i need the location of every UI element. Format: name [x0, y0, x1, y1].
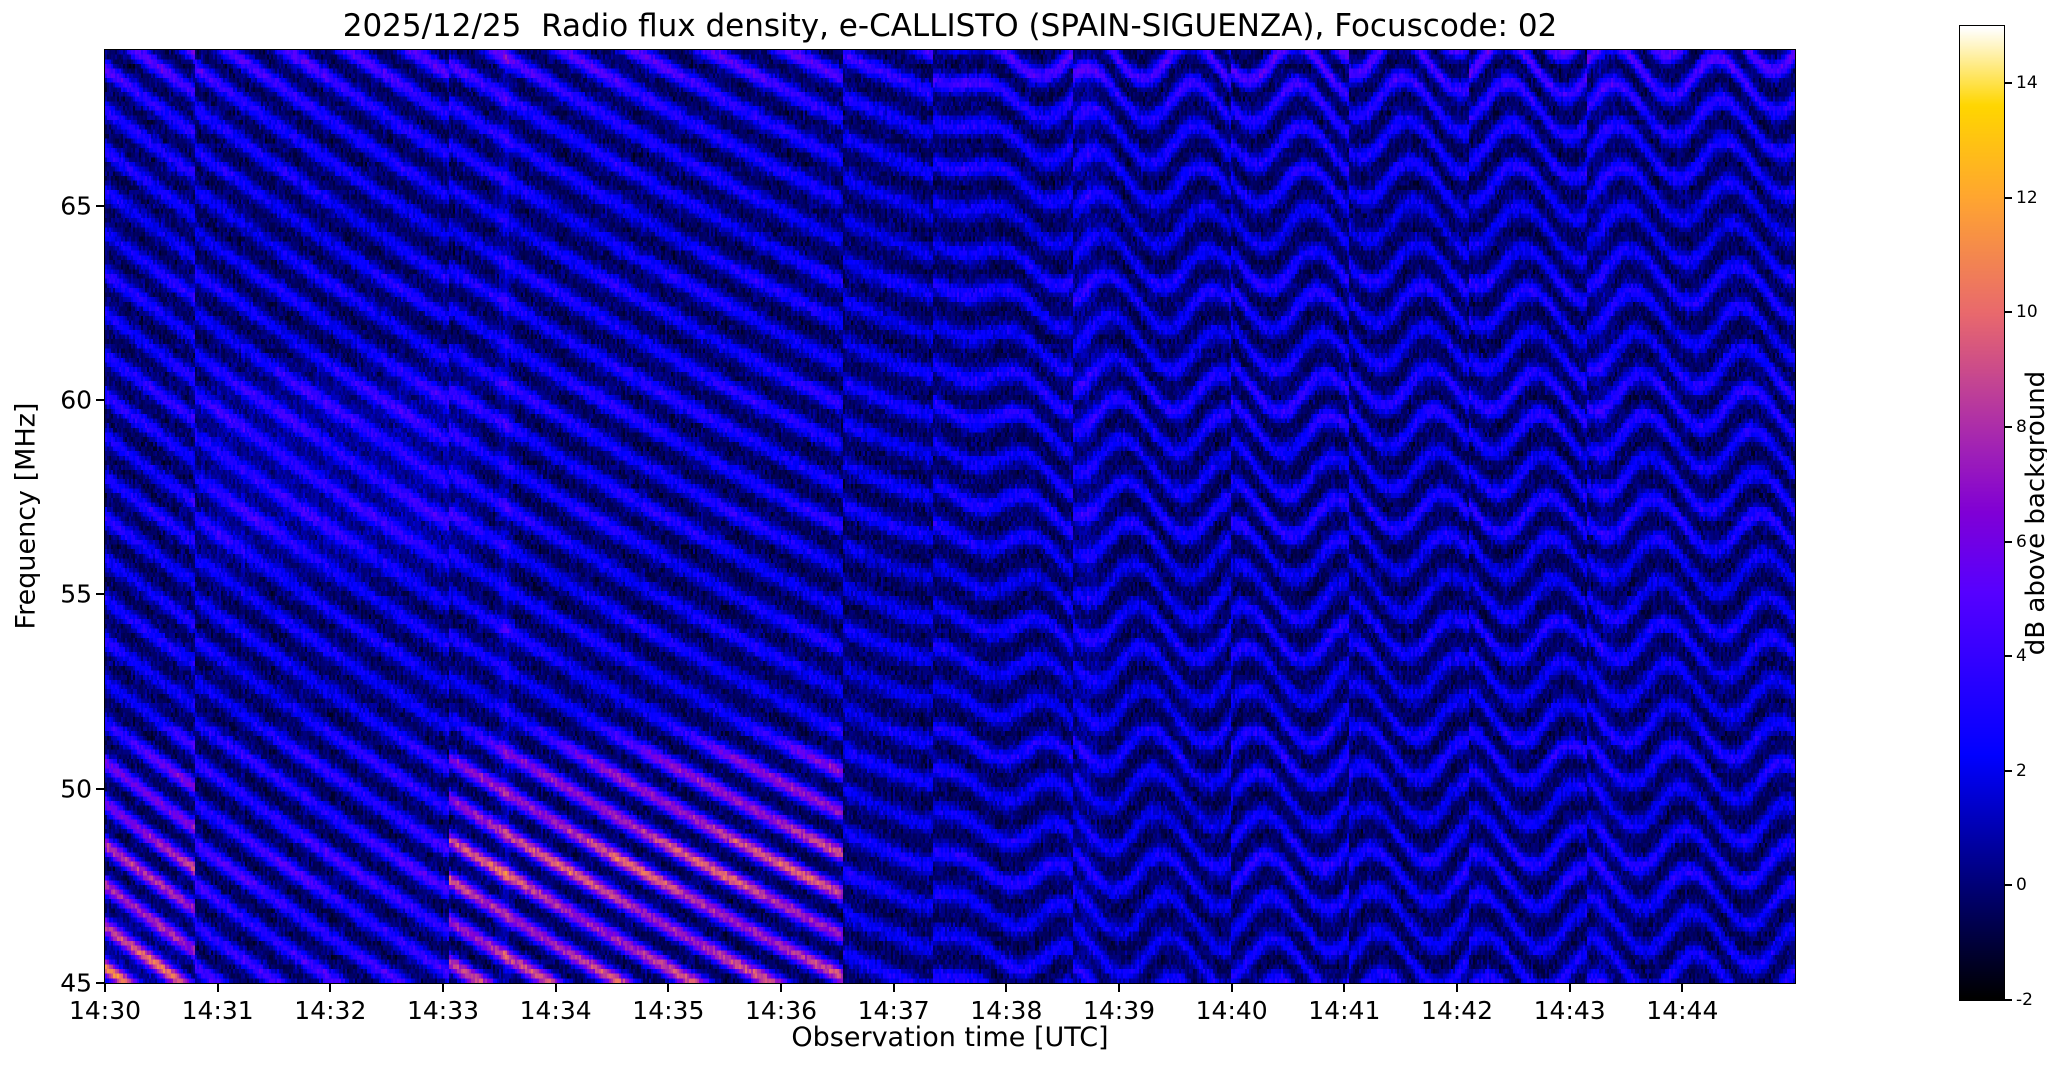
- x-tick-mark: [1681, 983, 1684, 992]
- x-axis-label: Observation time [UTC]: [791, 1022, 1109, 1053]
- x-tick-label: 14:37: [857, 996, 930, 1025]
- x-tick-label: 14:35: [632, 996, 705, 1025]
- colorbar-tick-label: -2: [2016, 990, 2033, 1010]
- y-tick-label: 65: [60, 191, 92, 220]
- x-tick-mark: [216, 983, 219, 992]
- x-tick-label: 14:43: [1533, 996, 1606, 1025]
- x-tick-mark: [442, 983, 444, 992]
- y-tick-mark: [96, 982, 105, 984]
- colorbar-tick-label: 10: [2016, 302, 2038, 323]
- y-tick-label: 55: [60, 579, 92, 609]
- colorbar-tick-mark: [2004, 311, 2012, 314]
- y-tick-mark: [96, 398, 105, 401]
- y-axis-label: Frequency [MHz]: [10, 402, 42, 630]
- colorbar: [1959, 25, 2005, 1001]
- x-tick-mark: [1118, 983, 1120, 992]
- y-tick-label: 50: [60, 774, 92, 804]
- colorbar-tick-label: 0: [2016, 875, 2027, 896]
- x-tick-mark: [1230, 983, 1233, 992]
- y-tick-mark: [96, 204, 105, 207]
- colorbar-tick-label: 6: [2016, 531, 2027, 552]
- x-tick-mark: [329, 983, 332, 992]
- x-tick-label: 14:36: [744, 996, 818, 1025]
- y-tick-mark: [96, 787, 105, 790]
- x-tick-mark: [1456, 983, 1458, 992]
- x-tick-mark: [1005, 983, 1008, 992]
- colorbar-tick-label: 8: [2016, 417, 2027, 438]
- x-tick-label: 14:44: [1646, 996, 1719, 1025]
- x-tick-mark: [1343, 983, 1346, 992]
- x-tick-label: 14:32: [294, 996, 367, 1025]
- y-tick-label: 60: [60, 385, 92, 415]
- x-tick-mark: [554, 983, 557, 992]
- x-tick-label: 14:40: [1195, 996, 1268, 1025]
- colorbar-tick-label: 2: [2016, 760, 2027, 781]
- chart-title: 2025/12/25 Radio flux density, e-CALLIST…: [342, 8, 1558, 44]
- colorbar-tick-mark: [2004, 655, 2012, 658]
- colorbar-tick-label: 14: [2016, 73, 2038, 94]
- x-tick-mark: [104, 983, 106, 992]
- colorbar-tick-mark: [2004, 426, 2012, 429]
- colorbar-tick-mark: [2004, 196, 2012, 199]
- colorbar-tick-mark: [2004, 884, 2012, 887]
- y-tick-label: 45: [60, 968, 92, 998]
- x-tick-label: 14:38: [970, 996, 1043, 1025]
- x-tick-label: 14:30: [68, 996, 142, 1025]
- x-tick-mark: [1568, 983, 1571, 992]
- colorbar-gradient: [1960, 26, 2004, 1000]
- plot-area: [104, 49, 1796, 984]
- x-tick-label: 14:31: [181, 996, 254, 1025]
- y-tick-mark: [96, 593, 105, 596]
- x-tick-label: 14:41: [1308, 996, 1381, 1025]
- colorbar-tick-mark: [2004, 540, 2012, 543]
- colorbar-tick-mark: [2004, 769, 2012, 772]
- colorbar-tick-mark: [2004, 82, 2012, 85]
- colorbar-tick-mark: [2004, 999, 2012, 1001]
- x-tick-label: 14:39: [1082, 996, 1156, 1025]
- x-tick-mark: [667, 983, 670, 992]
- spectrogram-heatmap: [105, 50, 1795, 983]
- x-tick-mark: [892, 983, 895, 992]
- x-tick-label: 14:34: [519, 996, 592, 1025]
- colorbar-label: dB above background: [2021, 370, 2047, 656]
- colorbar-tick-label: 12: [2016, 187, 2038, 208]
- x-tick-label: 14:42: [1420, 996, 1494, 1025]
- x-tick-label: 14:33: [406, 996, 480, 1025]
- colorbar-tick-label: 4: [2016, 646, 2027, 667]
- x-tick-mark: [780, 983, 782, 992]
